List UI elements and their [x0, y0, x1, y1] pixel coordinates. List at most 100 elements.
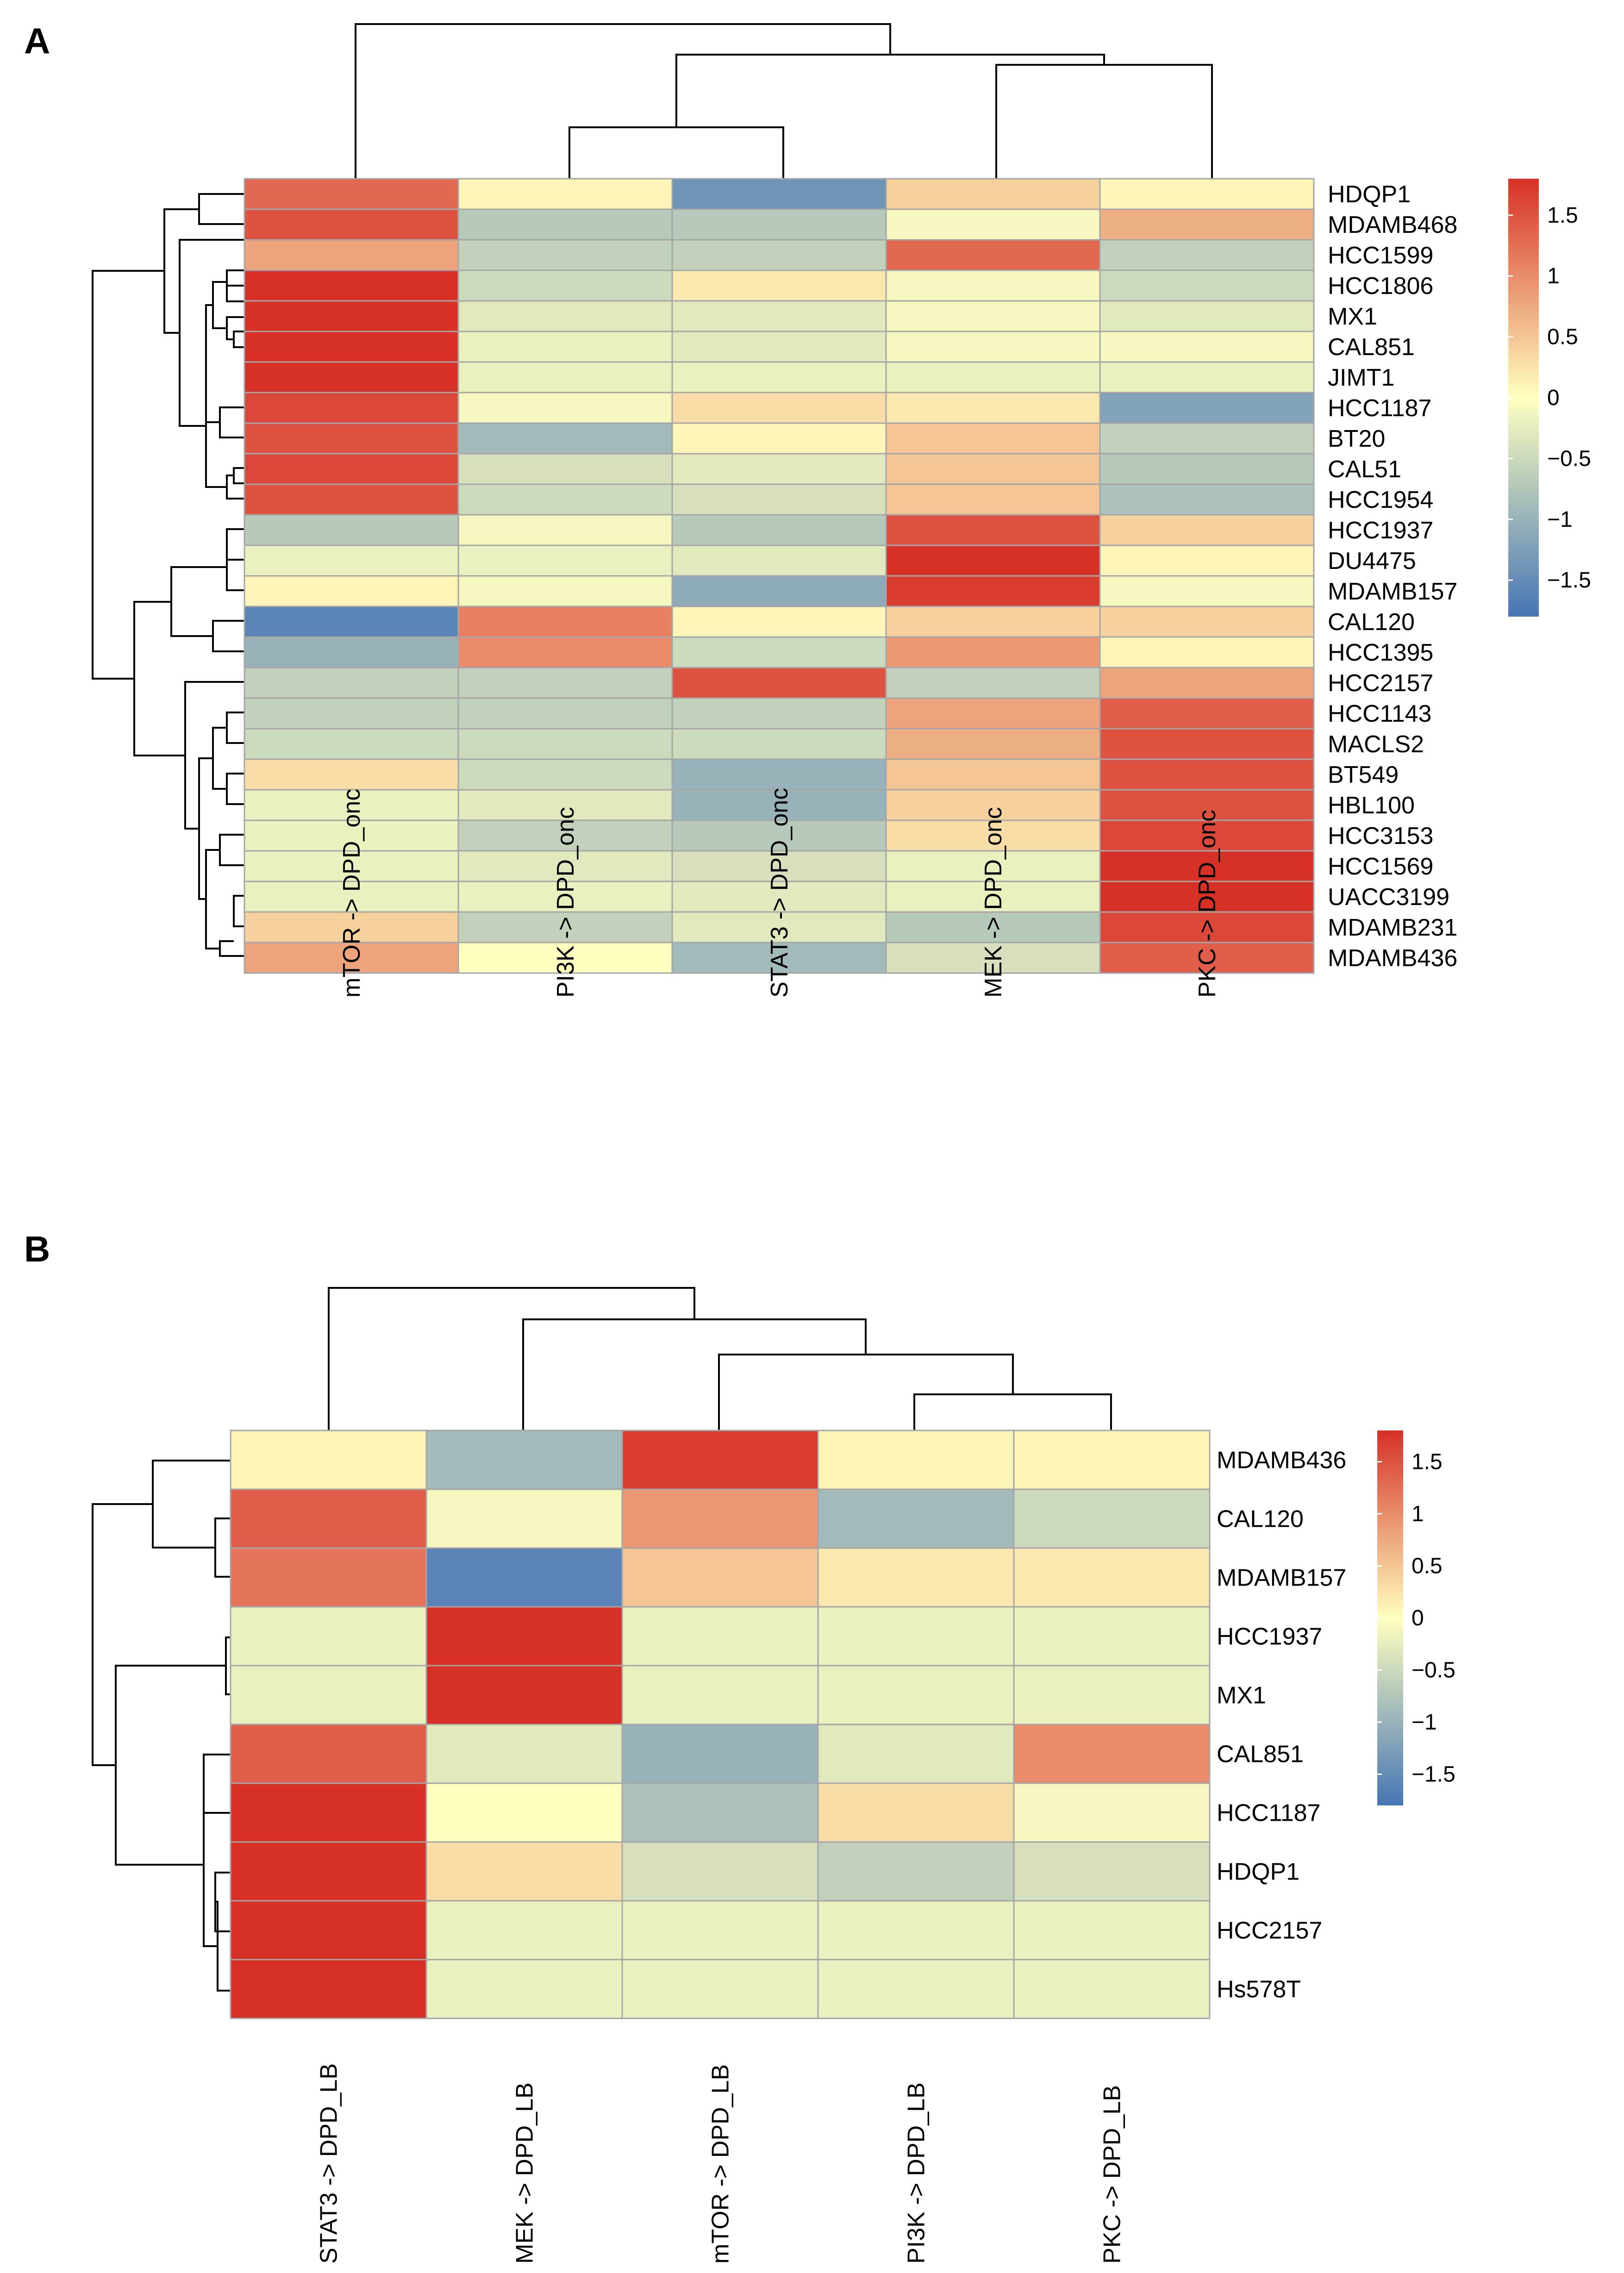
heatmap-cell: [457, 392, 673, 424]
heatmap-cell: [244, 544, 459, 577]
heatmap-cell: [671, 789, 887, 821]
row-label: CAL51: [1328, 456, 1401, 483]
column-dendrogram-a: [355, 23, 1213, 208]
heatmap-cell: [457, 942, 673, 974]
heatmap-cell: [671, 208, 887, 241]
panel-label-b: B: [24, 1229, 50, 1269]
column-label: PKC -> DPD_onc: [1194, 810, 1221, 998]
row-label: Hs578T: [1217, 1976, 1301, 2003]
heatmap-cell: [425, 1782, 623, 1843]
heatmap-cell: [885, 453, 1101, 485]
row-label: DU4475: [1328, 548, 1416, 574]
row-label: HCC1569: [1328, 853, 1433, 880]
heatmap-cell: [621, 1547, 819, 1608]
heatmap-cell: [671, 850, 887, 882]
heatmap-cell: [885, 331, 1101, 363]
heatmap-cell: [244, 269, 459, 302]
heatmap-cell: [817, 1782, 1015, 1843]
legend-tick-label: 1.5: [1412, 1450, 1443, 1474]
legend-tick-label: 0: [1412, 1606, 1424, 1630]
column-dendrogram-b: [328, 1287, 1112, 1430]
legend-tick-label: 1: [1547, 264, 1560, 288]
heatmap-cell: [1099, 514, 1315, 546]
heatmap-cell: [671, 575, 887, 607]
column-label: mTOR -> DPD_LB: [707, 2064, 734, 2264]
heatmap-cell: [244, 239, 459, 271]
heatmap-cell: [671, 667, 887, 699]
heatmap-cell: [621, 1841, 819, 1902]
heatmap-cell: [1013, 1430, 1211, 1490]
heatmap-cell: [1099, 819, 1315, 852]
heatmap-cell: [817, 1606, 1015, 1667]
heatmap-cell: [671, 300, 887, 332]
heatmap-cell: [1013, 1488, 1211, 1549]
heatmap-cell: [425, 1959, 623, 2019]
heatmap-cell: [230, 1959, 427, 2019]
heatmap-cell: [885, 850, 1101, 882]
heatmap-cell: [457, 483, 673, 516]
heatmap-cell: [457, 422, 673, 455]
heatmap-cell: [1099, 942, 1315, 974]
heatmap-cell: [244, 606, 459, 638]
column-label: PI3K -> DPD_onc: [552, 807, 579, 998]
panel-label-a: A: [24, 20, 50, 61]
heatmap-cell: [885, 819, 1101, 852]
heatmap-cell: [425, 1723, 623, 1784]
legend-tick-label: 0.5: [1412, 1554, 1443, 1579]
heatmap-cell: [1013, 1900, 1211, 1961]
heatmap-cell: [621, 1665, 819, 1725]
heatmap-cell: [425, 1547, 623, 1608]
row-label: HCC1806: [1328, 273, 1433, 300]
heatmap-cell: [244, 667, 459, 699]
heatmap-cell: [425, 1606, 623, 1667]
column-label: mTOR -> DPD_onc: [338, 789, 365, 998]
row-label: HCC1143: [1328, 700, 1431, 727]
heatmap-cell: [457, 331, 673, 363]
heatmap-cell: [457, 789, 673, 821]
heatmap-cell: [885, 483, 1101, 516]
heatmap-cell: [457, 544, 673, 577]
row-label: HDQP1: [1217, 1859, 1299, 1886]
heatmap-cell: [621, 1430, 819, 1490]
heatmap-cell: [885, 911, 1101, 943]
heatmap-cell: [671, 361, 887, 393]
heatmap-cell: [1099, 269, 1315, 302]
heatmap-cell: [425, 1430, 623, 1490]
heatmap-cell: [1099, 544, 1315, 577]
heatmap-cell: [230, 1723, 427, 1784]
heatmap-cell: [1013, 1665, 1211, 1725]
row-label: MDAMB157: [1217, 1565, 1346, 1592]
heatmap-cell: [244, 331, 459, 363]
row-label: HCC2157: [1328, 670, 1433, 697]
heatmap-cell: [425, 1665, 623, 1725]
row-label: MDAMB436: [1217, 1447, 1346, 1474]
row-label: MACLS2: [1328, 731, 1424, 758]
heatmap-cell: [671, 697, 887, 730]
heatmap-cell: [457, 606, 673, 638]
heatmap-cell: [671, 269, 887, 302]
column-label: MEK -> DPD_LB: [512, 2082, 538, 2264]
heatmap-cell: [885, 942, 1101, 974]
heatmap-cell: [244, 300, 459, 332]
heatmap-cell: [817, 1547, 1015, 1608]
heatmap-cell: [244, 208, 459, 241]
heatmap-cell: [1099, 667, 1315, 699]
heatmap-cell: [671, 728, 887, 760]
heatmap-cell: [671, 942, 887, 974]
heatmap-cell: [817, 1900, 1015, 1961]
heatmap-cell: [885, 789, 1101, 821]
legend-tick-label: 0.5: [1547, 325, 1578, 350]
heatmap-cell: [244, 880, 459, 913]
row-label: HCC2157: [1217, 1917, 1322, 1944]
heatmap-cell: [244, 697, 459, 730]
row-label: BT20: [1328, 425, 1385, 452]
heatmap-cell: [457, 269, 673, 302]
heatmap-cell: [457, 514, 673, 546]
heatmap-cell: [817, 1430, 1015, 1490]
column-label: MEK -> DPD_onc: [980, 807, 1007, 998]
row-label: HCC1954: [1328, 487, 1433, 513]
heatmap-cell: [885, 361, 1101, 393]
heatmap-cell: [1099, 208, 1315, 241]
row-label: MX1: [1328, 303, 1377, 330]
heatmap-cell: [1099, 758, 1315, 791]
